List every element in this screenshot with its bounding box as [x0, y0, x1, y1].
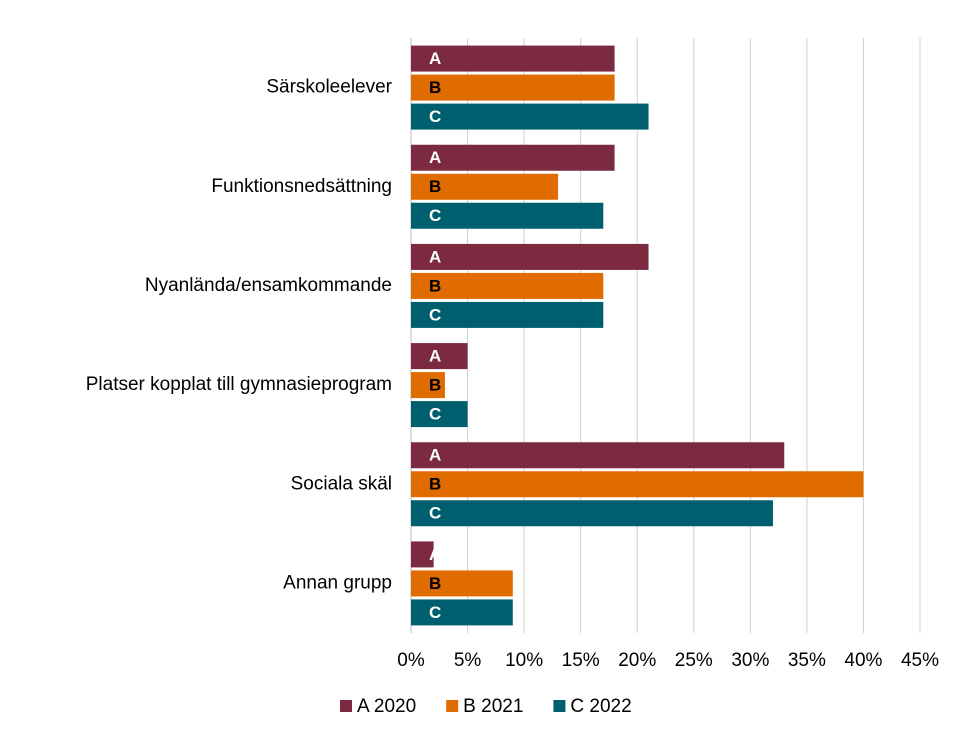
- y-tick-label: Annan grupp: [283, 572, 392, 593]
- bar: [411, 45, 615, 72]
- x-tick-label: 15%: [562, 650, 600, 671]
- legend-label: C 2022: [570, 696, 631, 717]
- x-tick-label: 35%: [788, 650, 826, 671]
- bar-label: B: [429, 376, 441, 395]
- x-tick-label: 5%: [454, 650, 482, 671]
- bar-label: B: [429, 574, 441, 593]
- bar: [411, 471, 864, 498]
- bar: [411, 173, 559, 200]
- bar: [411, 301, 604, 328]
- x-tick-label: 0%: [397, 650, 425, 671]
- bar: [411, 372, 445, 399]
- x-tick-label: 30%: [731, 650, 769, 671]
- bar-label: A: [429, 347, 441, 366]
- y-tick-label: Sociala skäl: [291, 473, 392, 494]
- bar-label: A: [429, 545, 441, 564]
- bar-label: C: [429, 504, 441, 523]
- bar-label: B: [429, 177, 441, 196]
- y-tick-label: Nyanlända/ensamkommande: [145, 275, 392, 296]
- bar-label: C: [429, 206, 441, 225]
- bar: [411, 74, 615, 101]
- bar-label: C: [429, 305, 441, 324]
- bar-label: C: [429, 405, 441, 424]
- bar-label: B: [429, 78, 441, 97]
- bar-label: A: [429, 247, 441, 266]
- x-tick-label: 40%: [844, 650, 882, 671]
- bar: [411, 272, 604, 299]
- bar: [411, 599, 513, 626]
- bar: [411, 243, 649, 270]
- bar: [411, 541, 434, 568]
- bar: [411, 343, 468, 370]
- y-tick-label: Funktionsnedsättning: [211, 176, 392, 197]
- legend-label: B 2021: [463, 696, 523, 717]
- legend-swatch: [446, 700, 459, 712]
- x-tick-label: 25%: [675, 650, 713, 671]
- legend-label: A 2020: [357, 696, 416, 717]
- bar: [411, 144, 615, 171]
- bar: [411, 570, 513, 597]
- bar: [411, 103, 649, 130]
- bar: [411, 442, 785, 469]
- bar-label: C: [429, 603, 441, 622]
- x-tick-label: 20%: [618, 650, 656, 671]
- bar-label: B: [429, 276, 441, 295]
- bar-label: A: [429, 148, 441, 167]
- bar-label: B: [429, 475, 441, 494]
- legend-swatch: [340, 700, 352, 712]
- bar-label: C: [429, 107, 441, 126]
- bar: [411, 500, 773, 527]
- y-tick-label: Särskoleelever: [266, 77, 392, 98]
- legend-swatch: [553, 700, 566, 712]
- bar: [411, 202, 604, 229]
- x-tick-label: 10%: [505, 650, 543, 671]
- bar-label: A: [429, 49, 441, 68]
- y-tick-label: Platser kopplat till gymnasieprogram: [86, 374, 392, 395]
- x-tick-label: 45%: [901, 650, 939, 671]
- bar-label: A: [429, 446, 441, 465]
- bar: [411, 401, 468, 428]
